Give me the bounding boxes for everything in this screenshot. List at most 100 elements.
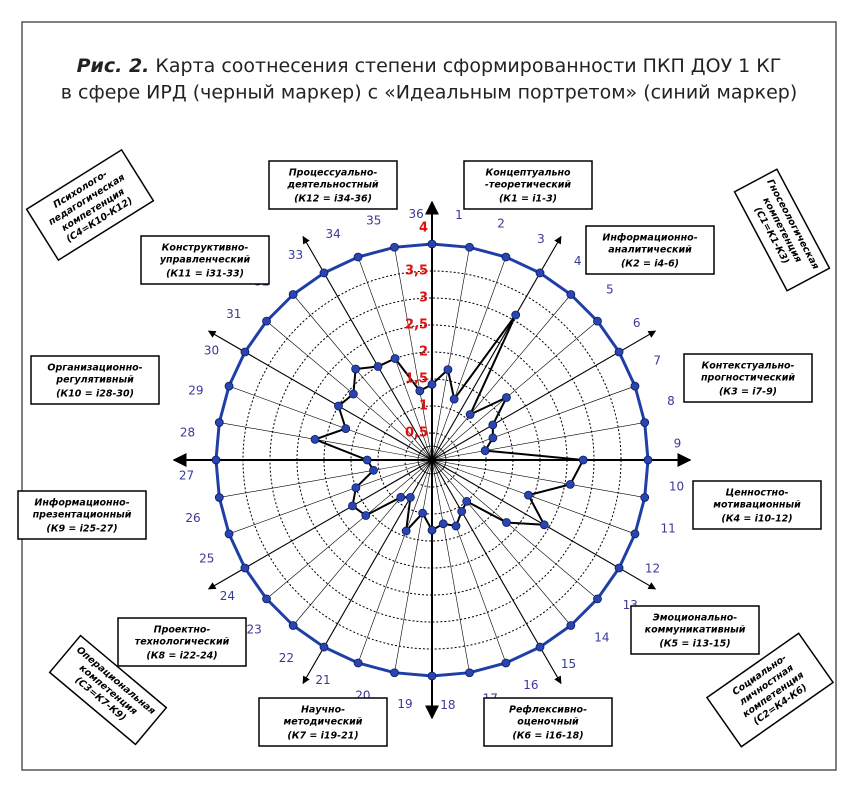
data-point	[288, 290, 298, 299]
category-label: 3	[537, 232, 545, 246]
data-point	[427, 239, 437, 249]
spoke	[264, 319, 433, 461]
box-text: (К5 = i13-15)	[659, 639, 730, 650]
data-point	[319, 268, 329, 278]
box-text: (К9 = i25-27)	[46, 524, 117, 535]
box-text: презентационный	[33, 510, 132, 521]
spoke	[431, 459, 471, 675]
data-point	[427, 525, 437, 535]
category-label: 5	[606, 283, 614, 297]
data-point	[427, 671, 437, 681]
box-text: Контекстуально-	[702, 361, 795, 372]
box-text: (К3 = i7-9)	[719, 387, 777, 398]
data-point	[488, 433, 498, 443]
label-box: Конструктивно-управленческий (К11 = i31-3…	[140, 235, 270, 285]
label-box: Научно-методический (К7 = i19-21)	[258, 697, 388, 747]
data-point	[401, 526, 411, 536]
r-tick-label: 1,5	[405, 372, 428, 387]
category-label: 14	[594, 630, 609, 644]
box-frame	[733, 168, 831, 292]
box-text: деятельностный	[286, 180, 379, 191]
box-text: Ценностно-	[725, 488, 788, 499]
box-text: мотивационный	[713, 500, 801, 511]
box-text: аналитический	[608, 245, 692, 256]
box-frame	[258, 697, 388, 747]
label-box: Социально-личностнаякомпетенция(С2=К4-К6…	[705, 632, 835, 748]
category-label: 27	[179, 468, 194, 482]
box-text: (К6 = i16-18)	[512, 731, 583, 742]
box-text: (К12 = i34-36)	[294, 194, 372, 205]
data-point	[334, 401, 343, 411]
spoke	[431, 292, 573, 461]
box-frame	[692, 480, 822, 530]
data-point	[502, 518, 511, 527]
r-tick-label: 2	[419, 345, 428, 360]
box-frame	[483, 697, 613, 747]
box-text: Проектно-	[154, 625, 211, 636]
data-point	[480, 446, 490, 456]
title-prefix: Рис. 2.	[77, 55, 150, 77]
category-label: 9	[674, 437, 682, 451]
data-point	[310, 434, 320, 444]
box-text: регулятивный	[55, 375, 134, 386]
data-point	[451, 521, 461, 531]
data-point	[502, 393, 511, 402]
category-label: 19	[397, 697, 412, 711]
data-point	[488, 420, 498, 430]
spoke	[431, 459, 573, 628]
r-tick-label: 3,5	[405, 264, 428, 279]
box-frame	[268, 160, 398, 210]
data-point	[565, 479, 575, 489]
category-label: 34	[325, 227, 340, 241]
label-box: Процессуально-деятельностный (К12 = i34-3…	[268, 160, 398, 210]
data-point	[593, 316, 602, 326]
data-point	[224, 529, 234, 539]
spoke	[393, 245, 433, 461]
data-point	[240, 563, 250, 573]
category-label: 7	[653, 354, 661, 368]
r-tick-label: 3	[419, 291, 428, 306]
data-point	[501, 252, 511, 262]
box-frame	[30, 355, 160, 405]
data-point	[319, 642, 329, 652]
title-line: в сфере ИРД (черный маркер) с «Идеальным…	[61, 82, 797, 104]
data-point	[578, 455, 588, 465]
box-frame	[683, 353, 813, 403]
title-line: Карта соотнесения степени сформированнос…	[155, 55, 781, 77]
data-point	[438, 519, 448, 529]
data-point	[214, 493, 224, 502]
box-text: Рефлексивно-	[509, 705, 587, 716]
label-box: Информационно-аналитический (К2 = i4-6)	[585, 225, 715, 275]
label-box: Проектно-технологический (К8 = i22-24)	[117, 617, 247, 667]
label-box: Рефлексивно-оценочный (К6 = i16-18)	[483, 697, 613, 747]
data-point	[539, 520, 549, 530]
data-point	[353, 658, 363, 668]
category-label: 35	[366, 213, 381, 227]
spoke	[431, 385, 637, 461]
spoke	[227, 385, 433, 461]
data-point	[535, 642, 545, 652]
data-point	[457, 507, 467, 516]
category-label: 1	[455, 208, 463, 222]
data-point	[614, 347, 624, 357]
category-label: 33	[288, 248, 303, 262]
label-box: Информационно-презентационный (К9 = i25-2…	[17, 490, 147, 540]
chart-title: Рис. 2. Карта соотнесения степени сформир…	[77, 55, 782, 77]
data-point	[449, 394, 459, 404]
data-point	[390, 242, 399, 252]
box-text: (К8 = i22-24)	[146, 651, 217, 662]
spoke	[431, 255, 507, 461]
data-point	[369, 465, 378, 475]
category-label: 4	[574, 254, 582, 268]
data-point	[630, 381, 640, 391]
data-point	[566, 290, 576, 299]
box-text: Процессуально-	[289, 168, 378, 179]
data-point	[415, 386, 425, 396]
box-frame	[463, 160, 593, 210]
data-point	[349, 389, 358, 399]
category-label: 12	[645, 562, 660, 576]
data-point	[405, 493, 415, 502]
category-label: 11	[660, 522, 675, 536]
spoke	[431, 245, 471, 461]
data-point	[390, 668, 399, 678]
